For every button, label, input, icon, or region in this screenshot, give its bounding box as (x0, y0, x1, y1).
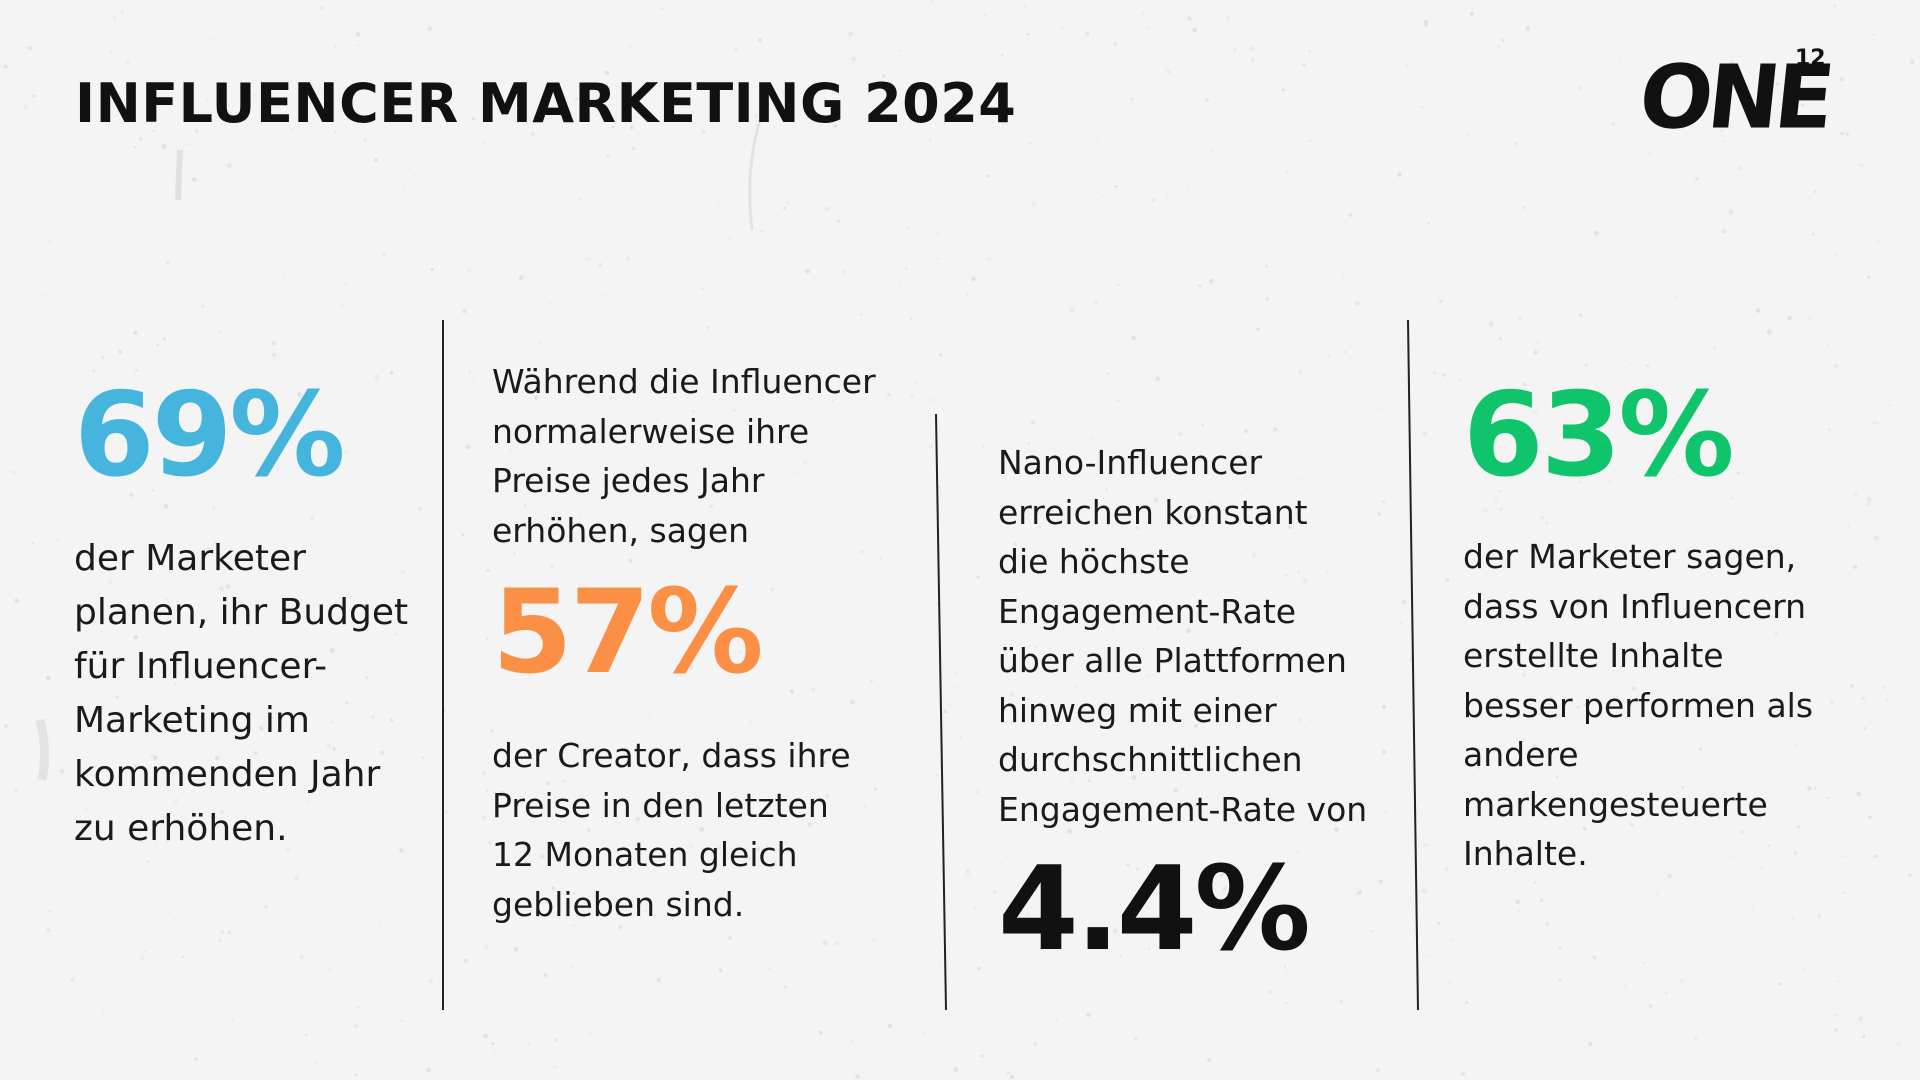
stat-value: 57% (492, 565, 764, 700)
stat-intro-line: hinweg mit einer (998, 690, 1277, 730)
stat-text-line: geblieben sind. (492, 884, 745, 924)
stat-intro-line: Engagement-Rate (998, 591, 1297, 631)
stat-text-line: andere (1463, 735, 1579, 774)
logo-superscript: 12 (1795, 46, 1826, 71)
stat-text-line: der Marketer (74, 538, 306, 579)
stat-text-line: der Creator, dass ihre (492, 736, 851, 775)
divider-1 (442, 320, 444, 1010)
stat-intro-line: normalerweise ihre (492, 411, 810, 451)
stat-text-line: zu erhöhen. (74, 808, 288, 849)
stat-column-2: Während die Influencer normalerweise ihr… (492, 357, 932, 929)
stat-value: 63% (1463, 368, 1735, 503)
stat-intro-line: Während die Influencer (492, 362, 876, 401)
stat-text-line: planen, ihr Budget (74, 592, 409, 633)
stat-text-line: kommenden Jahr (74, 754, 381, 795)
stat-intro-line: erhöhen, sagen (492, 510, 750, 550)
stat-value: 4.4% (998, 842, 1311, 977)
stat-text-line: für Influencer- (74, 646, 328, 687)
stat-text-line: Inhalte. (1463, 834, 1588, 873)
stat-text-line: 12 Monaten gleich (492, 835, 798, 874)
stat-intro-line: Nano-Influencer (998, 443, 1263, 482)
stat-text-line: markengesteuerte (1463, 784, 1768, 824)
stat-value: 69% (74, 368, 346, 503)
stat-text-line: dass von Influencern (1463, 586, 1807, 626)
stat-intro-line: erreichen konstant (998, 492, 1308, 532)
stat-intro-line: Preise jedes Jahr (492, 461, 765, 500)
stat-intro-line: die höchste (998, 542, 1190, 581)
stat-text-line: Marketing im (74, 700, 310, 741)
page-title: INFLUENCER MARKETING 2024 (75, 72, 1017, 135)
stat-intro-line: durchschnittlichen (998, 740, 1303, 779)
stat-intro-line: Engagement-Rate von (998, 789, 1368, 829)
stat-column-1: 69% der Marketer planen, ihr Budget für … (74, 378, 434, 856)
divider-2 (935, 413, 947, 1011)
stat-column-3: Nano-Influencer erreichen konstant die h… (998, 438, 1398, 968)
stat-text-line: Preise in den letzten (492, 785, 829, 825)
stat-text-line: der Marketer sagen, (1463, 537, 1797, 576)
stat-intro-line: über alle Plattformen (998, 641, 1347, 680)
brand-logo: ONE 12 (1635, 46, 1835, 149)
stat-text-line: erstellte Inhalte (1463, 636, 1724, 675)
stat-column-4: 63% der Marketer sagen, dass von Influen… (1463, 378, 1903, 879)
divider-3 (1407, 319, 1419, 1011)
stat-text-line: besser performen als (1463, 685, 1814, 725)
